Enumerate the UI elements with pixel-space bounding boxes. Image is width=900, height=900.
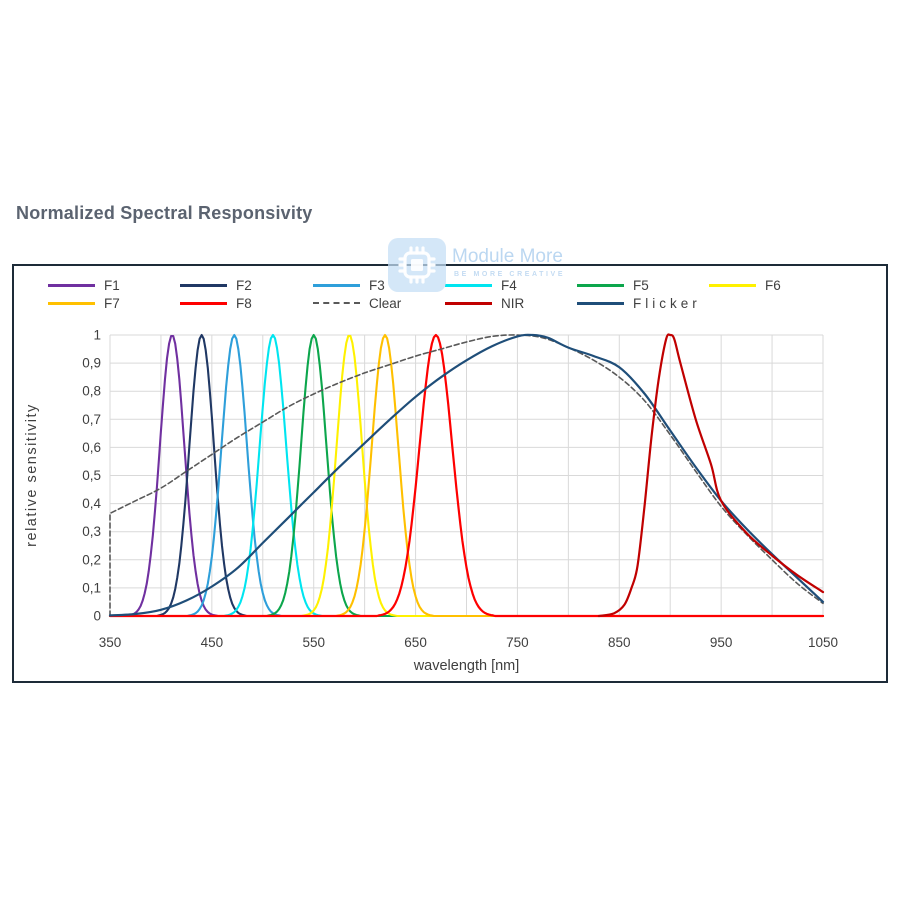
svg-text:0,2: 0,2 — [82, 552, 101, 567]
legend-label-f2: F2 — [236, 277, 252, 293]
legend-item-f6: F6 — [709, 277, 781, 293]
legend-label-f8: F8 — [236, 295, 252, 311]
legend-label-f1: F1 — [104, 277, 120, 293]
svg-text:0,6: 0,6 — [82, 440, 101, 455]
legend-label-f7: F7 — [104, 295, 120, 311]
spectral-plot: 350 450 550 650 750 850 950 1050 0 0,1 0,2 0,3 0,4 0,… — [82, 328, 838, 651]
legend-swatch-f8 — [180, 301, 227, 305]
y-tick-labels: 0 0,1 0,2 0,3 0,4 0,5 0,6 0,7 0,8 0,9 1 — [82, 328, 101, 624]
x-axis-title: wavelength [nm] — [413, 658, 520, 674]
series-NIR — [597, 333, 825, 618]
legend-swatch-flicker — [577, 301, 624, 305]
legend-item-f1: F1 — [48, 277, 120, 293]
legend-swatch-f2 — [180, 283, 227, 287]
legend-swatch-f1 — [48, 283, 95, 287]
svg-text:0: 0 — [93, 609, 101, 624]
legend-item-f3: F3 — [313, 277, 385, 293]
svg-text:550: 550 — [302, 635, 325, 650]
svg-text:950: 950 — [710, 635, 733, 650]
svg-text:450: 450 — [201, 635, 224, 650]
legend-item-f7: F7 — [48, 295, 120, 311]
svg-text:1: 1 — [93, 328, 101, 343]
legend-swatch-f3 — [313, 283, 360, 287]
chart-title: Normalized Spectral Responsivity — [16, 203, 313, 223]
legend-label-f3: F3 — [369, 277, 385, 293]
svg-text:0,4: 0,4 — [82, 496, 101, 511]
svg-text:0,3: 0,3 — [82, 524, 101, 539]
legend-swatch-f4 — [445, 283, 492, 287]
legend-swatch-clear — [313, 302, 360, 304]
series-Clear — [109, 334, 824, 617]
svg-text:650: 650 — [404, 635, 427, 650]
legend-label-flicker: Flicker — [633, 295, 701, 311]
legend-label-nir: NIR — [501, 295, 525, 311]
legend-item-f2: F2 — [180, 277, 252, 293]
x-tick-labels: 350 450 550 650 750 850 950 1050 — [99, 635, 838, 650]
svg-text:350: 350 — [99, 635, 122, 650]
chart-frame: 350 450 550 650 750 850 950 1050 0 0,1 0,2 0,3 0,4 0,… — [12, 264, 888, 683]
legend-label-clear: Clear — [369, 295, 402, 311]
legend-swatch-f6 — [709, 283, 756, 287]
legend-swatch-nir — [445, 301, 492, 305]
series-Flicker — [108, 333, 825, 617]
svg-text:1050: 1050 — [808, 635, 838, 650]
svg-text:850: 850 — [608, 635, 631, 650]
svg-text:750: 750 — [506, 635, 529, 650]
legend-item-f8: F8 — [180, 295, 252, 311]
svg-text:0,5: 0,5 — [82, 468, 101, 483]
legend-item-flicker: Flicker — [577, 295, 701, 311]
legend-swatch-f7 — [48, 301, 95, 305]
svg-text:0,7: 0,7 — [82, 412, 101, 427]
series-curves — [108, 333, 825, 618]
svg-text:0,9: 0,9 — [82, 356, 101, 371]
svg-text:0,8: 0,8 — [82, 384, 101, 399]
svg-text:0,1: 0,1 — [82, 580, 101, 595]
legend-swatch-f5 — [577, 283, 624, 287]
legend-label-f5: F5 — [633, 277, 649, 293]
legend-label-f6: F6 — [765, 277, 781, 293]
legend-item-nir: NIR — [445, 295, 524, 311]
legend-label-f4: F4 — [501, 277, 517, 293]
legend-item-f4: F4 — [445, 277, 517, 293]
y-axis-title: relative sensitivity — [24, 403, 40, 547]
series-F8 — [108, 333, 825, 618]
legend-item-f5: F5 — [577, 277, 649, 293]
legend-item-clear: Clear — [313, 295, 401, 311]
